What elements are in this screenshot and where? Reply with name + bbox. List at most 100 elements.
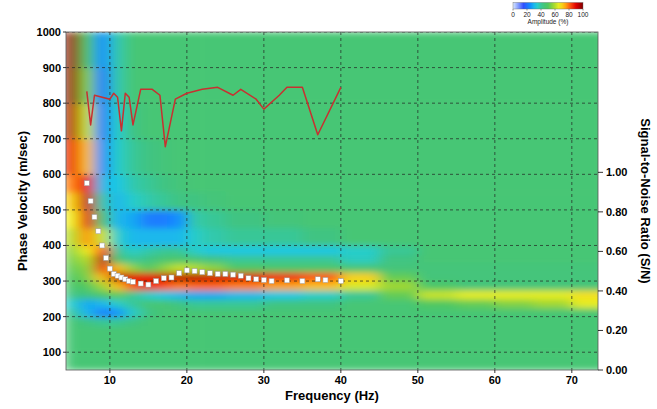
pick-point <box>223 271 228 276</box>
heatmap-cell <box>495 272 534 281</box>
heatmap-cell <box>125 334 141 352</box>
pick-point <box>300 279 305 284</box>
heatmap-cell <box>225 192 264 210</box>
heatmap-cell <box>264 32 303 68</box>
heatmap-cell <box>187 103 203 139</box>
y2-tick <box>598 330 603 331</box>
heatmap-cell <box>341 103 380 139</box>
heatmap-cell <box>171 299 187 308</box>
heatmap-cell <box>264 299 303 308</box>
heatmap-cell <box>141 68 157 104</box>
heatmap-cell <box>533 68 572 104</box>
heatmap-cell <box>379 192 418 210</box>
heatmap-cell <box>456 299 495 308</box>
heatmap-cell <box>125 228 141 246</box>
heatmap-cell <box>456 334 495 352</box>
y-tick-label: 100 <box>43 346 61 358</box>
heatmap-cell <box>125 245 141 254</box>
heatmap-cell <box>187 299 203 308</box>
heatmap-cell <box>171 308 187 317</box>
grid <box>66 32 598 370</box>
colorbar-title: Amplitude (%) <box>528 18 569 26</box>
heatmap-cell <box>225 272 264 281</box>
heatmap-cell <box>533 352 572 370</box>
heatmap-cell <box>379 263 418 272</box>
heatmap-cell <box>141 334 157 352</box>
heatmap-cell <box>79 228 95 246</box>
heatmap-cell <box>202 210 226 228</box>
heatmap-cell <box>264 317 303 326</box>
heatmap-cell <box>141 352 157 370</box>
colorbar-tick-label: 20 <box>523 11 531 18</box>
heatmap-cell <box>379 299 418 308</box>
heatmap-cell <box>125 139 141 175</box>
heatmap-cell <box>456 68 495 104</box>
heatmap-cell <box>341 308 380 317</box>
heatmap-cell <box>456 272 495 281</box>
heatmap-cell <box>141 192 157 210</box>
heatmap-cell <box>379 272 418 281</box>
heatmap-cell <box>79 254 95 263</box>
heatmap-cell <box>495 139 534 175</box>
heatmap-cell <box>572 103 598 139</box>
heatmap-cell <box>302 299 341 308</box>
pick-point <box>231 272 236 277</box>
heatmap-cell <box>379 139 418 175</box>
heatmap-cell <box>156 326 172 335</box>
heatmap-cell <box>418 308 457 317</box>
x-grid-line <box>263 32 264 370</box>
heatmap-cell <box>202 103 226 139</box>
heatmap-cell <box>141 317 157 326</box>
heatmap-cell <box>187 290 203 299</box>
y2-tick-label: 0.40 <box>606 285 627 297</box>
heatmap-cell <box>66 228 80 246</box>
y-grid-line <box>66 316 598 317</box>
heatmap-cell <box>110 352 126 370</box>
heatmap-cell <box>418 352 457 370</box>
heatmap-cell <box>202 317 226 326</box>
heatmap-cell <box>533 245 572 254</box>
heatmap-cell <box>79 174 95 192</box>
heatmap-cell <box>495 103 534 139</box>
heatmap-cell <box>533 290 572 299</box>
heatmap-cell <box>94 352 110 370</box>
colorbar-tick-label: 80 <box>565 11 573 18</box>
heatmap-cell <box>94 139 110 175</box>
heatmap-cell <box>110 299 126 308</box>
pick-point <box>238 273 243 278</box>
heatmap-cell <box>572 254 598 263</box>
heatmap-cell <box>225 210 264 228</box>
y-tick <box>63 245 66 246</box>
heatmap-cell <box>225 139 264 175</box>
heatmap-cell <box>225 68 264 104</box>
colorbar-tick-label: 0 <box>511 11 515 18</box>
heatmap-cell <box>341 352 380 370</box>
x-tick <box>571 370 572 373</box>
heatmap-cell <box>379 174 418 192</box>
heatmap-cell <box>302 290 341 299</box>
heatmap-cell <box>572 68 598 104</box>
heatmap-cell <box>456 245 495 254</box>
heatmap-cell <box>264 139 303 175</box>
heatmap-cell <box>302 352 341 370</box>
heatmap-cell <box>141 308 157 317</box>
heatmap-cell <box>171 334 187 352</box>
axis-titles: Frequency (Hz)Phase Velocity (m/sec)Sign… <box>15 118 653 403</box>
heatmap-cell <box>341 326 380 335</box>
x-axis-title: Frequency (Hz) <box>285 388 379 403</box>
heatmap-cell <box>341 317 380 326</box>
heatmap-cell <box>156 245 172 254</box>
heatmap-cell <box>225 32 264 68</box>
heatmap-cell <box>341 254 380 263</box>
heatmap-cell <box>187 317 203 326</box>
x-tick-label: 50 <box>412 374 424 386</box>
heatmap-cell <box>171 192 187 210</box>
y-tick <box>63 352 66 353</box>
heatmap-cell <box>341 245 380 254</box>
heatmap-cell <box>110 317 126 326</box>
heatmap-cell <box>302 32 341 68</box>
heatmap-cell <box>264 290 303 299</box>
heatmap-cell <box>156 254 172 263</box>
heatmap-cell <box>187 245 203 254</box>
heatmap-cell <box>264 334 303 352</box>
